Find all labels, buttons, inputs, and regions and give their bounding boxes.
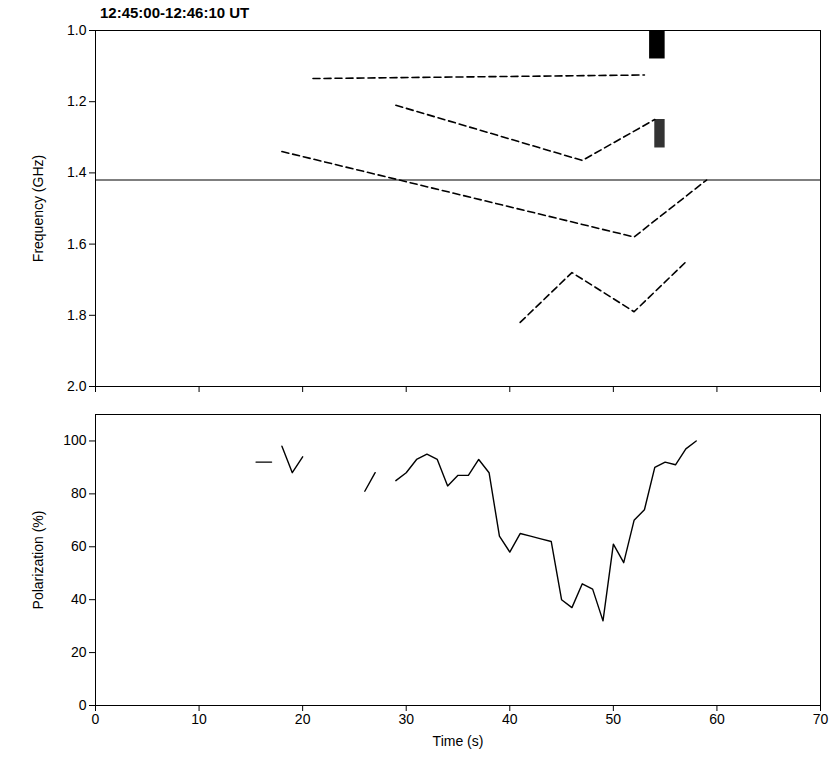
svg-text:30: 30 xyxy=(398,711,414,727)
svg-text:1.4: 1.4 xyxy=(67,164,87,180)
svg-text:Frequency (GHz): Frequency (GHz) xyxy=(30,155,46,262)
svg-text:40: 40 xyxy=(502,711,518,727)
svg-text:70: 70 xyxy=(813,711,829,727)
svg-text:1.0: 1.0 xyxy=(67,22,87,38)
svg-text:Time (s): Time (s) xyxy=(433,733,484,749)
svg-text:1.6: 1.6 xyxy=(67,236,87,252)
svg-text:50: 50 xyxy=(606,711,622,727)
svg-text:80: 80 xyxy=(71,485,87,501)
svg-text:20: 20 xyxy=(295,711,311,727)
svg-text:1.2: 1.2 xyxy=(67,93,87,109)
svg-text:2.0: 2.0 xyxy=(67,378,87,394)
svg-text:0: 0 xyxy=(79,697,87,713)
svg-text:10: 10 xyxy=(191,711,207,727)
svg-text:1.8: 1.8 xyxy=(67,307,87,323)
svg-text:100: 100 xyxy=(63,432,87,448)
svg-text:0: 0 xyxy=(92,711,100,727)
svg-text:60: 60 xyxy=(709,711,725,727)
svg-text:Polarization (%): Polarization (%) xyxy=(30,511,46,610)
svg-text:60: 60 xyxy=(71,538,87,554)
svg-text:20: 20 xyxy=(71,644,87,660)
svg-text:40: 40 xyxy=(71,591,87,607)
html-text:12:45:00-12:46:10 UT: 12:45:00-12:46:10 UT xyxy=(100,4,250,21)
